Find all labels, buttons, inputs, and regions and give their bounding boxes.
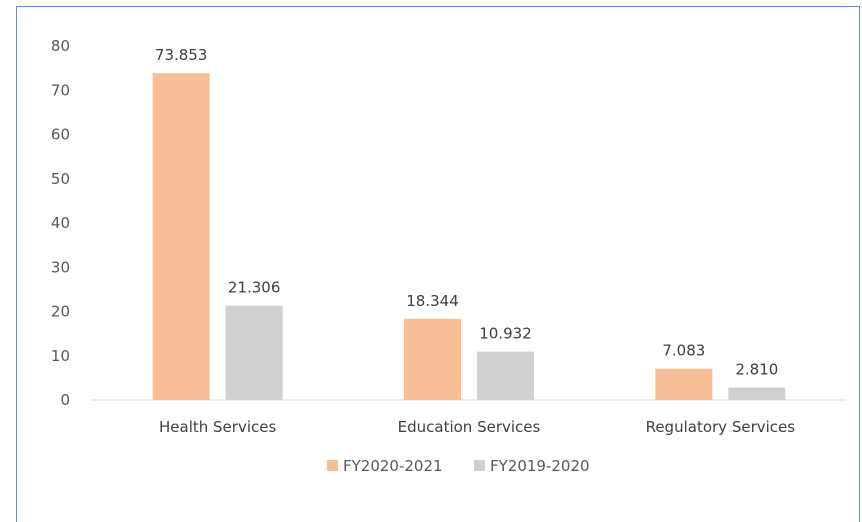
bar-fy2020-2021-education-services — [404, 318, 461, 400]
category-label: Regulatory Services — [646, 418, 796, 436]
y-tick-label: 20 — [51, 303, 70, 321]
data-labels: 73.853 21.306 18.344 10.932 7.083 2.810 — [155, 46, 778, 378]
y-tick-label: 70 — [51, 81, 70, 99]
y-tick-label: 10 — [51, 347, 70, 365]
data-label: 73.853 — [155, 46, 208, 64]
y-tick-label: 60 — [51, 126, 70, 144]
data-label: 10.932 — [479, 325, 532, 343]
y-tick-label: 40 — [51, 214, 70, 232]
data-label: 7.083 — [662, 342, 705, 360]
category-label: Health Services — [159, 418, 276, 436]
y-tick-label: 0 — [60, 391, 70, 409]
category-labels: Health Services Education Services Regulat… — [159, 418, 795, 436]
y-axis-ticks: 0 10 20 30 40 50 60 70 80 — [51, 37, 70, 409]
bar-fy2020-2021-health-services — [152, 73, 210, 401]
data-label: 18.344 — [406, 292, 459, 310]
legend-label: FY2020-2021 — [343, 457, 443, 475]
y-tick-label: 80 — [51, 37, 70, 55]
y-tick-label: 50 — [51, 170, 70, 188]
category-label: Education Services — [398, 418, 541, 436]
legend-swatch — [474, 460, 485, 471]
bar-fy2020-2021-regulatory-services — [655, 368, 713, 400]
bars — [152, 73, 786, 401]
data-label: 21.306 — [228, 279, 281, 297]
data-label: 2.810 — [735, 361, 778, 379]
legend-label: FY2019-2020 — [490, 457, 590, 475]
bar-fy2019-2020-health-services — [225, 305, 283, 400]
y-tick-label: 30 — [51, 258, 70, 276]
bar-fy2019-2020-education-services — [477, 351, 534, 400]
legend: FY2020-2021 FY2019-2020 — [327, 457, 590, 475]
legend-swatch — [327, 460, 338, 471]
bar-fy2019-2020-regulatory-services — [728, 387, 786, 400]
